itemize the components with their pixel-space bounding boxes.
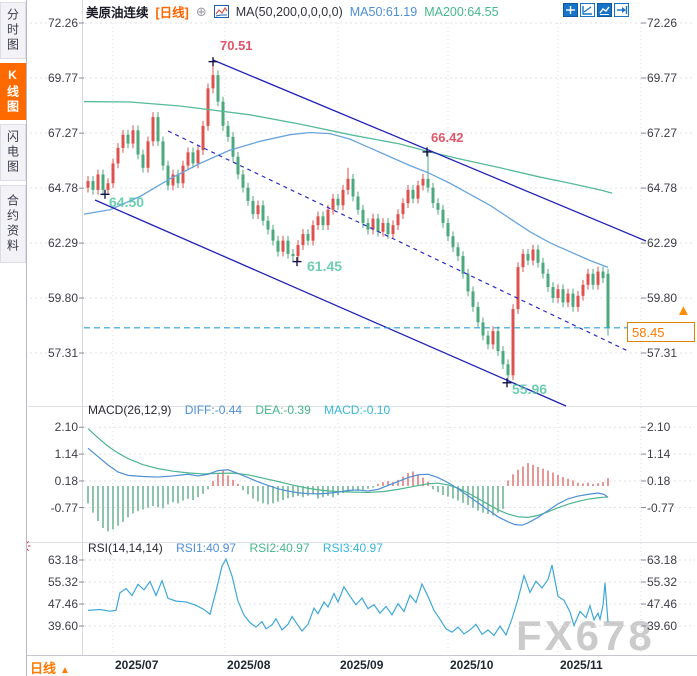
rsi-panel-header: RSI(14,14,14) RSI1:40.97 RSI2:40.97 RSI3… <box>88 541 383 555</box>
price-axis-label-right: 62.29 <box>647 236 678 251</box>
trendlines-layer <box>84 59 647 407</box>
annotation-markers <box>100 57 512 388</box>
rsi-axis-label-left: 47.46 <box>47 597 78 612</box>
ma-lines-layer <box>83 100 613 268</box>
macd-layer <box>87 428 609 532</box>
chart-toolbar <box>563 3 629 22</box>
ma200-value: MA200:64.55 <box>424 4 499 19</box>
price-annotation: 70.51 <box>220 37 253 53</box>
price-axis-label-right: 59.80 <box>647 291 678 306</box>
month-label: 2025/11 <box>560 658 603 672</box>
axis-ticks <box>79 22 646 660</box>
sidebar-tab-1[interactable]: 分时图 <box>0 2 26 59</box>
mini-chart-icon[interactable] <box>213 5 229 18</box>
period-selector[interactable]: 日线 ▲ <box>30 658 70 676</box>
rsi-axis-label-left: 55.32 <box>47 575 78 589</box>
price-axis-label-right: 72.26 <box>647 16 678 30</box>
price-axis-label-right: 69.77 <box>647 70 678 85</box>
rsi1-value: RSI1:40.97 <box>176 541 237 555</box>
price-annotation: 64.50 <box>109 194 145 211</box>
macd-diff-value: DIFF:-0.44 <box>184 403 243 417</box>
price-axis-label-right: 67.27 <box>647 126 678 141</box>
rsi-params: RSI(14,14,14) <box>88 541 163 555</box>
macd-dea-value: DEA:-0.39 <box>255 403 311 417</box>
price-axis-label-left: 57.31 <box>47 345 78 360</box>
macd-axis-label-left: 1.14 <box>54 447 78 462</box>
period-tag: [日线] <box>155 6 189 20</box>
price-axis-label-right: 64.78 <box>647 181 678 196</box>
sidebar-tab-4[interactable]: 合约资料 <box>0 185 26 263</box>
axis-zoom-icon[interactable] <box>580 3 595 22</box>
rsi-axis-label-right: 47.46 <box>647 597 678 612</box>
period-label: 日线 <box>30 661 57 676</box>
macd-axis-label-left: 0.18 <box>54 473 78 488</box>
rsi-axis-label-left: 63.18 <box>47 553 78 567</box>
macd-params: MACD(26,12,9) <box>88 403 172 417</box>
add-indicator-icon[interactable]: ⊕ <box>195 3 207 19</box>
sidebar-tab-2[interactable]: K线图 <box>0 63 26 120</box>
rsi-axis-label-right: 63.18 <box>647 553 678 567</box>
month-label: 2025/10 <box>450 658 494 672</box>
macd-axis-label-right: 1.14 <box>647 447 671 462</box>
grid-layer <box>28 0 697 676</box>
period-dropdown-icon: ▲ <box>60 665 70 676</box>
rsi3-value: RSI3:40.97 <box>322 541 383 555</box>
crosshair-icon[interactable] <box>563 3 578 22</box>
macd-panel-header: MACD(26,12,9) DIFF:-0.44 DEA:-0.39 MACD:… <box>88 403 390 417</box>
price-axis-label-left: 67.27 <box>47 126 78 141</box>
symbol-name: 美原油连续 <box>86 6 149 20</box>
macd-macd-value: MACD:-0.10 <box>324 403 391 417</box>
price-axis-label-left: 62.29 <box>47 236 78 251</box>
rsi-axis-label-right: 39.60 <box>647 619 678 634</box>
price-axis-label-right: 57.31 <box>647 345 678 360</box>
ma50-value: MA50:61.19 <box>349 4 418 19</box>
price-annotation: 55.96 <box>512 380 548 397</box>
time-axis-bar <box>0 655 697 676</box>
month-label: 2025/07 <box>115 658 159 672</box>
watermark: FX678 <box>516 612 655 659</box>
candles-layer <box>86 61 610 383</box>
price-axis-label-left: 69.77 <box>47 70 78 85</box>
month-label: 2025/09 <box>340 658 384 672</box>
price-direction-arrow: ▲ <box>676 302 691 319</box>
rsi-axis-label-left: 39.60 <box>47 619 78 634</box>
rsi-layer <box>87 557 609 637</box>
ma-params-label: MA(50,200,0,0,0,0) <box>235 4 343 19</box>
macd-axis-label-left: -0.77 <box>50 500 78 515</box>
macd-axis-label-right: -0.77 <box>647 500 675 515</box>
current-price-tag: 58.45 <box>627 322 695 342</box>
price-annotation: 66.42 <box>431 129 464 145</box>
sidebar: 分时图 K线图闪电图合约资料 <box>0 0 27 676</box>
price-axis-label-left: 64.78 <box>47 181 78 196</box>
rsi2-value: RSI2:40.97 <box>249 541 310 555</box>
month-label: 2025/08 <box>227 658 271 672</box>
macd-axis-label-left: 2.10 <box>54 420 78 435</box>
price-axis-label-left: 59.80 <box>47 291 78 306</box>
sidebar-tab-3[interactable]: 闪电图 <box>0 124 26 181</box>
macd-axis-label-right: 2.10 <box>647 420 671 435</box>
price-annotation: 61.45 <box>307 257 343 274</box>
macd-axis-label-right: 0.18 <box>647 473 671 488</box>
rsi-axis-label-right: 55.32 <box>647 575 678 589</box>
chart-zoom-icon[interactable] <box>597 3 612 22</box>
chart-header: 美原油连续 [日线] ⊕ MA(50,200,0,0,0,0) MA50:61.… <box>86 3 499 21</box>
price-axis-label-left: 72.26 <box>47 16 78 30</box>
pan-exit-icon[interactable] <box>614 3 629 22</box>
